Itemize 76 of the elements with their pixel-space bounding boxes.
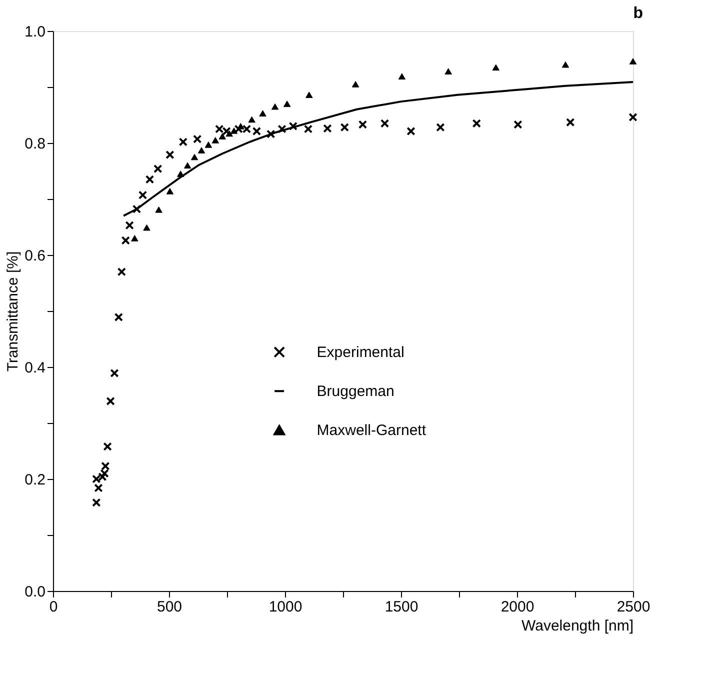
point [106, 396, 115, 406]
x-tick-label: 0 [49, 598, 58, 616]
point [114, 312, 124, 322]
point [352, 81, 360, 88]
point [100, 469, 109, 478]
point [492, 64, 500, 71]
point [101, 462, 110, 470]
point [340, 122, 349, 132]
point [444, 68, 452, 74]
point [514, 120, 522, 129]
y-tick-label: 0.8 [24, 136, 46, 152]
point [155, 206, 162, 213]
point [138, 190, 148, 200]
legend-label: Experimental [316, 344, 404, 362]
point [237, 123, 244, 130]
point [248, 116, 256, 123]
point [103, 442, 112, 451]
point [166, 150, 174, 160]
point [143, 224, 150, 231]
legend-label: Bruggeman [316, 383, 394, 400]
x-tick-label: 500 [156, 598, 182, 616]
point [278, 124, 286, 134]
point [629, 58, 637, 64]
legend-label: Maxwell-Garnett [316, 422, 427, 440]
point [406, 126, 416, 136]
point [323, 124, 332, 133]
point [198, 147, 206, 154]
point [190, 154, 198, 160]
point [192, 134, 202, 144]
y-tick-label: 0.0 [24, 584, 46, 600]
point [154, 164, 162, 174]
point [132, 204, 142, 214]
x-tick-label: 2000 [500, 598, 534, 616]
point [566, 118, 575, 127]
y-tick-label: 1.0 [24, 24, 46, 40]
y-axis-title: Transmittance [%] [4, 251, 22, 372]
point [358, 120, 368, 129]
x-tick-label: 1500 [384, 598, 418, 616]
point [562, 61, 570, 68]
point [226, 130, 233, 137]
point [304, 124, 313, 134]
point [204, 142, 212, 148]
x-axis-title: Wavelength [nm] [522, 618, 634, 634]
y-tick-label: 0.6 [24, 248, 46, 264]
point [121, 236, 130, 245]
point [94, 484, 103, 492]
point [131, 235, 138, 242]
point [125, 220, 134, 230]
point [117, 267, 126, 276]
point [380, 119, 390, 128]
point [178, 138, 188, 146]
y-tick-label: 0.4 [24, 360, 46, 376]
point [259, 110, 266, 116]
x-tick-label: 1000 [268, 598, 302, 616]
text: b [633, 5, 644, 22]
y-tick-label: 0.2 [24, 472, 46, 488]
x-tick-label: 2500 [616, 598, 650, 616]
point [218, 133, 226, 140]
point [271, 103, 279, 110]
point [283, 100, 291, 107]
line-series [122, 80, 634, 217]
point [166, 188, 174, 194]
point [110, 368, 119, 378]
point [288, 122, 298, 131]
point [472, 119, 481, 128]
point [230, 128, 238, 134]
point [212, 137, 220, 144]
point [145, 175, 154, 184]
point [92, 498, 101, 507]
point [176, 170, 184, 177]
point [628, 112, 638, 122]
point [398, 73, 406, 80]
point [306, 92, 313, 98]
point [436, 122, 445, 132]
point [266, 130, 276, 138]
point [184, 162, 192, 169]
